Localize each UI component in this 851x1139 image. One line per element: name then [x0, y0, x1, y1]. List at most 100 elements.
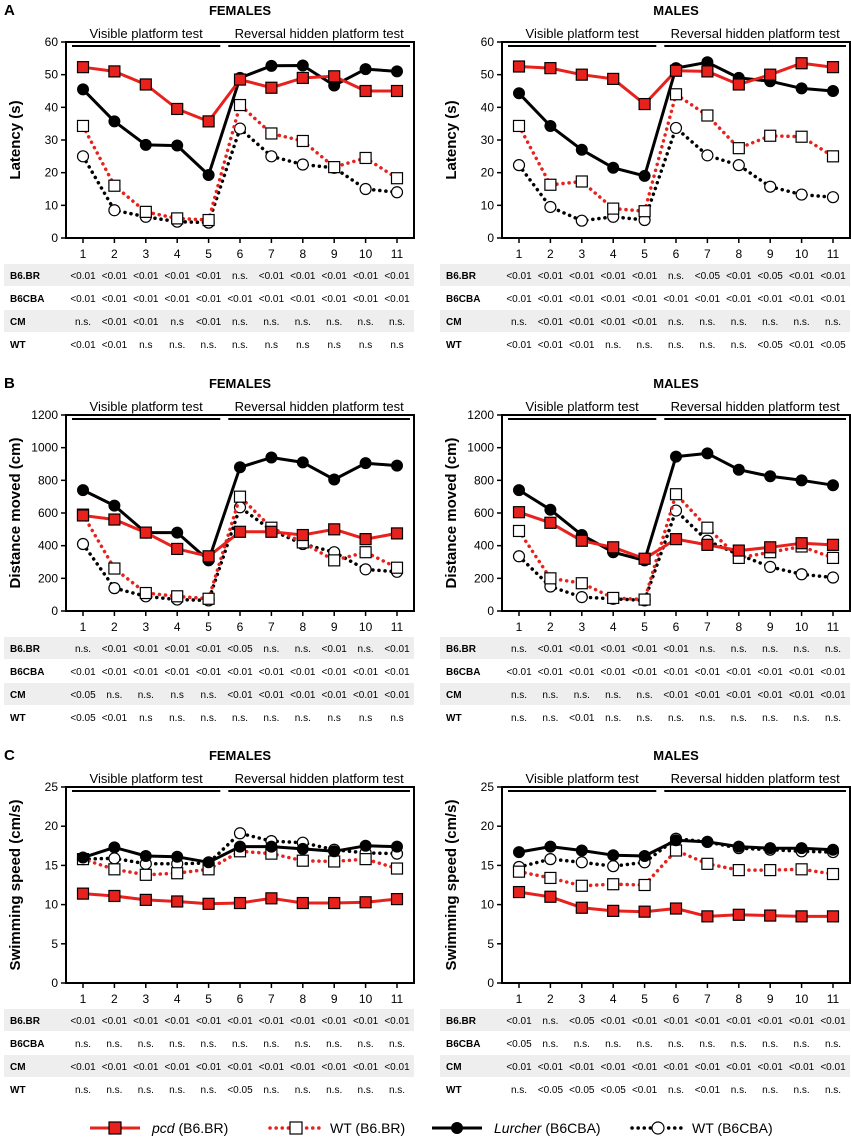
pvalue-cell: <0.01	[758, 1062, 784, 1073]
data-point-pcd	[512, 506, 526, 519]
y-axis-label: Latency (s)	[7, 100, 24, 179]
x-tick-label: 5	[641, 620, 648, 634]
pvalue-cell: <0.01	[70, 667, 96, 678]
y-tick-label: 10	[45, 198, 59, 212]
data-point-lurcher	[513, 484, 525, 497]
y-tick-label: 0	[51, 604, 58, 618]
chart-title: FEMALES	[209, 376, 271, 391]
data-point-wtbr	[795, 130, 808, 143]
pvalue-cell: n.s.	[138, 1085, 154, 1096]
pvalue-cell: <0.01	[322, 1016, 348, 1027]
y-tick-label: 5	[487, 937, 494, 951]
data-point-pcd	[638, 97, 651, 111]
x-tick-label: 7	[268, 992, 275, 1006]
pvalue-cell: <0.01	[789, 271, 815, 282]
data-point-wtbr	[764, 129, 777, 142]
data-point-pcd	[202, 897, 215, 910]
x-tick-label: 4	[610, 620, 617, 634]
pvalue-cell: <0.01	[290, 271, 316, 282]
data-point-lurcher	[265, 59, 278, 72]
data-point-pcd	[265, 525, 278, 538]
data-point-wtcba	[732, 159, 745, 172]
data-point-lurcher	[701, 447, 714, 460]
pvalue-cell: <0.01	[820, 1016, 846, 1027]
data-point-wtcba	[826, 191, 840, 204]
pvalue-row-name: B6.BR	[446, 1016, 477, 1027]
data-point-lurcher	[575, 844, 588, 857]
data-point-wtbr	[732, 142, 745, 155]
series-line-wtbr	[517, 92, 835, 213]
pvalue-cell: n.s.	[668, 340, 684, 351]
pvalue-cell: n.s.	[605, 690, 621, 701]
y-tick-label: 15	[45, 858, 59, 872]
x-tick-label: 5	[641, 992, 648, 1006]
y-tick-label: 400	[38, 539, 58, 553]
y-tick-label: 20	[45, 819, 59, 833]
pvalue-cell: <0.01	[290, 294, 316, 305]
data-point-wtbr	[607, 202, 620, 215]
series-line-wtcba	[517, 508, 835, 603]
data-point-wtbr	[701, 109, 714, 122]
data-point-wtbr	[669, 488, 683, 501]
series-line-wtcba	[81, 126, 399, 225]
legend-label: WT (B6.BR)	[330, 1120, 405, 1136]
panel-letter: B	[4, 375, 15, 392]
data-point-wtbr	[139, 868, 152, 881]
data-point-wtbr	[544, 178, 557, 191]
chart-title: MALES	[653, 376, 699, 391]
pvalue-cell: n.s.	[201, 340, 217, 351]
data-point-wtbr	[139, 205, 152, 218]
visible-test-label: Visible platform test	[526, 771, 640, 786]
data-point-wtbr	[512, 524, 526, 538]
y-tick-label: 600	[474, 506, 494, 520]
pvalue-cell: n.s.	[511, 644, 527, 655]
pvalue-cell: <0.01	[820, 667, 846, 678]
data-point-pcd	[359, 896, 372, 909]
pvalue-cell: <0.01	[538, 340, 564, 351]
data-point-wtbr	[390, 561, 404, 574]
visible-test-label: Visible platform test	[90, 26, 204, 41]
pvalue-cell: <0.01	[632, 644, 658, 655]
pvalue-cell: <0.01	[789, 1062, 815, 1073]
pvalue-cell: <0.01	[133, 1016, 159, 1027]
data-point-pcd	[328, 896, 341, 910]
x-tick-label: 6	[673, 992, 680, 1006]
pvalue-cell: <0.01	[353, 1016, 379, 1027]
data-point-pcd	[296, 528, 309, 542]
pvalue-cell: n.s.	[574, 690, 590, 701]
pvalue-cell: <0.01	[353, 690, 379, 701]
chart-b-males: MALES Visible platform test Reversal hidde…	[440, 376, 851, 724]
y-tick-label: 25	[45, 780, 59, 794]
pvalue-cell: <0.01	[632, 317, 658, 328]
data-point-lurcher	[827, 843, 839, 856]
pvalue-cell: n.s.	[605, 713, 621, 724]
pvalue-cell: n.s.	[731, 340, 747, 351]
pvalue-cell: n.s	[390, 340, 403, 351]
pvalue-cell: <0.01	[133, 667, 159, 678]
pvalue-cell: <0.01	[165, 294, 191, 305]
pvalue-cell: n.s	[265, 340, 278, 351]
pvalue-cell: <0.01	[569, 317, 595, 328]
data-point-wtcba	[233, 122, 247, 135]
pvalue-cell: n.s	[139, 340, 152, 351]
pvalue-cell: n.s.	[668, 271, 684, 282]
data-point-wtbr	[638, 593, 651, 606]
data-point-pcd	[171, 102, 184, 116]
series-wtcba	[76, 122, 404, 229]
legend-label: Lurcher (B6CBA)	[494, 1120, 601, 1136]
data-point-wtcba	[296, 158, 309, 171]
data-point-wtcba	[108, 204, 121, 217]
pvalue-cell: <0.05	[601, 1085, 627, 1096]
x-tick-label: 8	[735, 992, 742, 1006]
pvalue-cell: <0.01	[384, 1062, 410, 1073]
pvalue-cell: n.s.	[699, 317, 715, 328]
data-point-pcd	[826, 910, 840, 923]
pvalue-cell: n.s.	[825, 713, 841, 724]
data-point-pcd	[701, 65, 714, 78]
data-point-wtcba	[265, 150, 278, 163]
data-point-wtbr	[139, 586, 152, 600]
pvalue-row-name: WT	[446, 713, 462, 724]
data-point-wtbr	[669, 844, 683, 857]
data-point-pcd	[638, 552, 651, 565]
y-tick-label: 10	[481, 198, 495, 212]
